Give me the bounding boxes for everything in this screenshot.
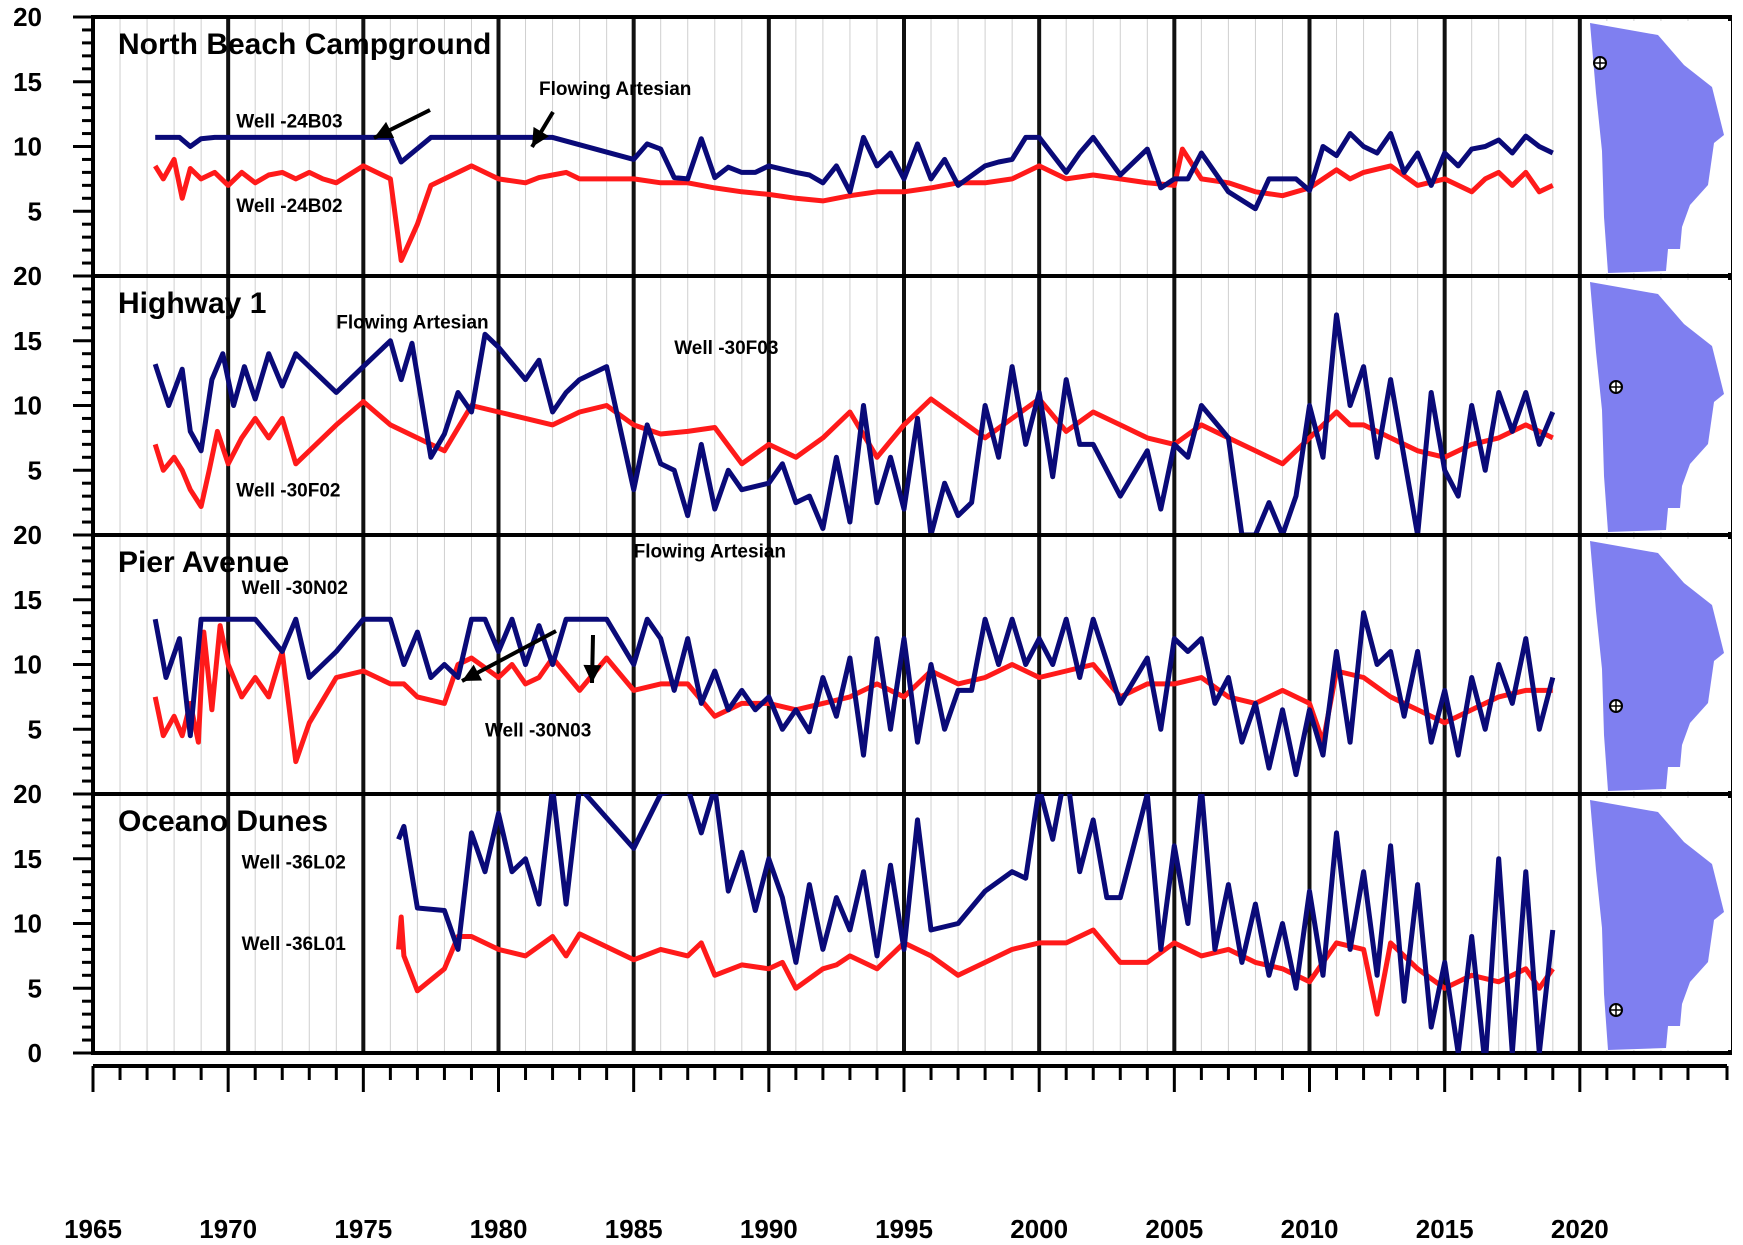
panel-title: North Beach Campground (118, 28, 491, 61)
y-tick-label: 20 (13, 520, 42, 550)
annotation-label: Flowing Artesian (336, 312, 488, 333)
y-tick-label: 20 (13, 261, 42, 291)
panel-title: Oceano Dunes (118, 805, 328, 838)
y-tick-label: 5 (28, 973, 42, 1003)
location-map (1586, 539, 1731, 791)
panel-oceano-dunes: 20 15 10 5 0 Oceano Dunes Well -36L02 Well -36L… (13, 779, 1732, 1068)
x-tick-label: 1995 (875, 1214, 933, 1244)
x-tick-label: 1975 (334, 1214, 392, 1244)
y-tick-label: 5 (28, 196, 42, 226)
x-tick-label: 1965 (64, 1214, 122, 1244)
x-tick-label: 1970 (199, 1214, 257, 1244)
y-tick-label: 5 (28, 455, 42, 485)
panel-title: Highway 1 (118, 287, 266, 320)
series-line-well-30n03 (152, 623, 1553, 765)
y-tick-label: 10 (13, 391, 42, 421)
y-tick-label: 0 (28, 1038, 42, 1068)
arrow-head-icon (532, 126, 549, 147)
x-tick-label: 1985 (605, 1214, 663, 1244)
x-tick-label: 1990 (740, 1214, 798, 1244)
annotation-label: Well -30F02 (236, 481, 340, 502)
x-tick-label: 2015 (1416, 1214, 1474, 1244)
location-map (1586, 280, 1731, 532)
x-tick-label: 1980 (470, 1214, 528, 1244)
location-map (1586, 798, 1731, 1050)
panel-north-beach-campground: 20 15 10 5 North Beach Campground Flowing Art… (13, 2, 1732, 278)
y-tick-label: 15 (13, 844, 42, 874)
annotation-label: Well -30F03 (674, 338, 778, 359)
arrow-head-icon (374, 121, 395, 138)
series-line-well-24b03 (155, 131, 1554, 212)
x-tick-label: 2000 (1010, 1214, 1068, 1244)
panels-group: 20 15 10 5 North Beach Campground Flowing Art… (13, 2, 1732, 1068)
location-map (1586, 21, 1731, 273)
annotation-label: Well -24B03 (236, 112, 342, 133)
map-shape (1590, 282, 1724, 532)
y-tick-label: 15 (13, 67, 42, 97)
panel-title: Pier Avenue (118, 546, 289, 579)
series-line-well-36l01 (396, 914, 1555, 1017)
x-axis: 1965 1970 1975 1980 1985 1990 1995 2000 2005 2010… (64, 1064, 1729, 1244)
panel-frame (91, 533, 1732, 796)
panel-pier-avenue: 20 15 10 5 Pier Avenue Flowing Artesian Well -… (13, 520, 1732, 796)
y-tick-label: 5 (28, 714, 42, 744)
y-tick-label: 15 (13, 326, 42, 356)
annotation-label: Well -30N03 (485, 720, 591, 741)
map-shape (1590, 800, 1724, 1050)
annotation-label: Well -24B02 (236, 196, 342, 217)
x-tick-label: 2020 (1551, 1214, 1609, 1244)
series-line-well-24b02 (153, 146, 1554, 263)
panel-highway-1: 20 15 10 5 Highway 1 Flowing Artesian Well -30… (13, 261, 1732, 537)
arrow-head-icon (462, 664, 483, 681)
annotation-label: Flowing Artesian (634, 542, 786, 563)
y-tick-label: 10 (13, 909, 42, 939)
series-line-well-30f03 (152, 312, 1556, 535)
panel-frame (91, 792, 1732, 1055)
series-line-well-30n02 (152, 610, 1556, 778)
x-tick-label: 2010 (1281, 1214, 1339, 1244)
y-tick-label: 10 (13, 650, 42, 680)
y-tick-label: 20 (13, 779, 42, 809)
annotation-label: Well -36L01 (242, 934, 347, 955)
annotation-label: Well -36L02 (242, 852, 346, 873)
map-shape (1590, 541, 1724, 791)
y-tick-label: 20 (13, 2, 42, 32)
map-shape (1590, 23, 1724, 273)
annotation-label: Flowing Artesian (539, 79, 691, 100)
x-tick-label: 2005 (1145, 1214, 1203, 1244)
y-tick-label: 15 (13, 585, 42, 615)
series-line-well-36l02 (396, 794, 1556, 1053)
annotation-label: Well -30N02 (242, 578, 348, 599)
y-tick-label: 10 (13, 132, 42, 162)
arrow-head-icon (583, 664, 602, 683)
